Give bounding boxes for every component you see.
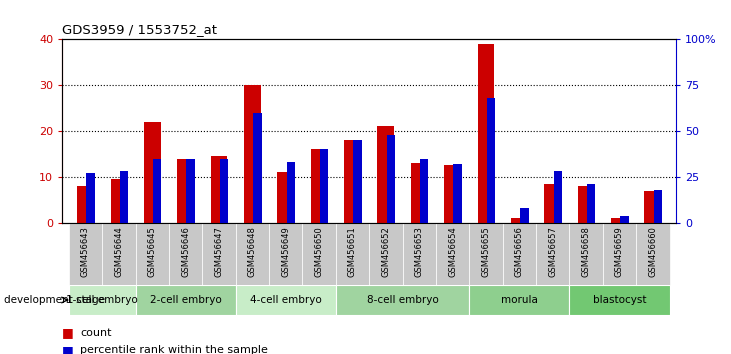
Text: GSM456656: GSM456656	[515, 226, 524, 277]
Bar	[444, 166, 461, 223]
Bar	[336, 223, 369, 285]
Bar	[344, 140, 361, 223]
Bar	[545, 184, 561, 223]
Text: GSM456658: GSM456658	[582, 226, 591, 277]
Bar	[553, 171, 562, 223]
Bar	[269, 223, 303, 285]
Text: 2-cell embryo: 2-cell embryo	[150, 295, 221, 305]
Text: GDS3959 / 1553752_at: GDS3959 / 1553752_at	[62, 23, 217, 36]
Bar	[621, 216, 629, 223]
Text: morula: morula	[501, 295, 538, 305]
Bar	[436, 223, 469, 285]
Bar	[144, 122, 161, 223]
Bar	[587, 184, 595, 223]
Bar	[135, 285, 235, 315]
Text: blastocyst: blastocyst	[593, 295, 646, 305]
Bar	[336, 285, 469, 315]
Text: 1-cell embryo: 1-cell embryo	[67, 295, 138, 305]
Bar	[69, 285, 135, 315]
Bar	[235, 223, 269, 285]
Bar	[453, 164, 462, 223]
Bar	[178, 159, 194, 223]
Bar	[110, 179, 127, 223]
Text: GSM456657: GSM456657	[548, 226, 557, 277]
Text: GSM456655: GSM456655	[482, 226, 491, 277]
Bar	[536, 223, 569, 285]
Bar	[202, 223, 235, 285]
Bar	[320, 149, 328, 223]
Text: GSM456652: GSM456652	[382, 226, 390, 277]
Bar	[235, 285, 336, 315]
Text: GSM456643: GSM456643	[81, 226, 90, 277]
Bar	[411, 163, 428, 223]
Text: development stage: development stage	[4, 295, 105, 305]
Bar	[277, 172, 294, 223]
Text: 4-cell embryo: 4-cell embryo	[250, 295, 322, 305]
Bar	[120, 171, 128, 223]
Bar	[244, 85, 261, 223]
Bar	[369, 223, 403, 285]
Bar	[603, 223, 636, 285]
Bar	[135, 223, 169, 285]
Bar	[69, 223, 102, 285]
Text: GSM456651: GSM456651	[348, 226, 357, 277]
Text: ■: ■	[62, 344, 74, 354]
Bar	[503, 223, 536, 285]
Bar	[102, 223, 135, 285]
Bar	[287, 162, 295, 223]
Bar	[511, 218, 528, 223]
Text: GSM456648: GSM456648	[248, 226, 257, 277]
Bar	[86, 173, 95, 223]
Text: GSM456644: GSM456644	[114, 226, 124, 277]
Text: GSM456647: GSM456647	[214, 226, 224, 277]
Bar	[469, 223, 503, 285]
Bar	[211, 156, 227, 223]
Bar	[220, 159, 228, 223]
Text: GSM456654: GSM456654	[448, 226, 457, 277]
Text: count: count	[80, 328, 112, 338]
Bar	[403, 223, 436, 285]
Bar	[487, 98, 495, 223]
Bar	[153, 159, 162, 223]
Bar	[420, 159, 428, 223]
Bar	[186, 159, 194, 223]
Bar	[611, 218, 628, 223]
Text: 8-cell embryo: 8-cell embryo	[367, 295, 439, 305]
Bar	[469, 285, 569, 315]
Bar	[169, 223, 202, 285]
Bar	[353, 140, 362, 223]
Bar	[654, 190, 662, 223]
Text: GSM456659: GSM456659	[615, 226, 624, 277]
Bar	[577, 186, 594, 223]
Bar	[77, 186, 94, 223]
Bar	[569, 285, 670, 315]
Bar	[636, 223, 670, 285]
Text: GSM456645: GSM456645	[148, 226, 156, 277]
Bar	[303, 223, 336, 285]
Text: ■: ■	[62, 326, 74, 339]
Text: GSM456649: GSM456649	[281, 226, 290, 277]
Bar	[569, 223, 603, 285]
Bar	[645, 191, 661, 223]
Text: percentile rank within the sample: percentile rank within the sample	[80, 346, 268, 354]
Text: GSM456653: GSM456653	[414, 226, 424, 277]
Text: GSM456650: GSM456650	[314, 226, 324, 277]
Text: GSM456646: GSM456646	[181, 226, 190, 277]
Bar	[477, 44, 494, 223]
Bar	[377, 126, 394, 223]
Bar	[311, 149, 327, 223]
Bar	[253, 113, 262, 223]
Bar	[520, 208, 529, 223]
Text: GSM456660: GSM456660	[648, 226, 657, 277]
Bar	[387, 135, 395, 223]
